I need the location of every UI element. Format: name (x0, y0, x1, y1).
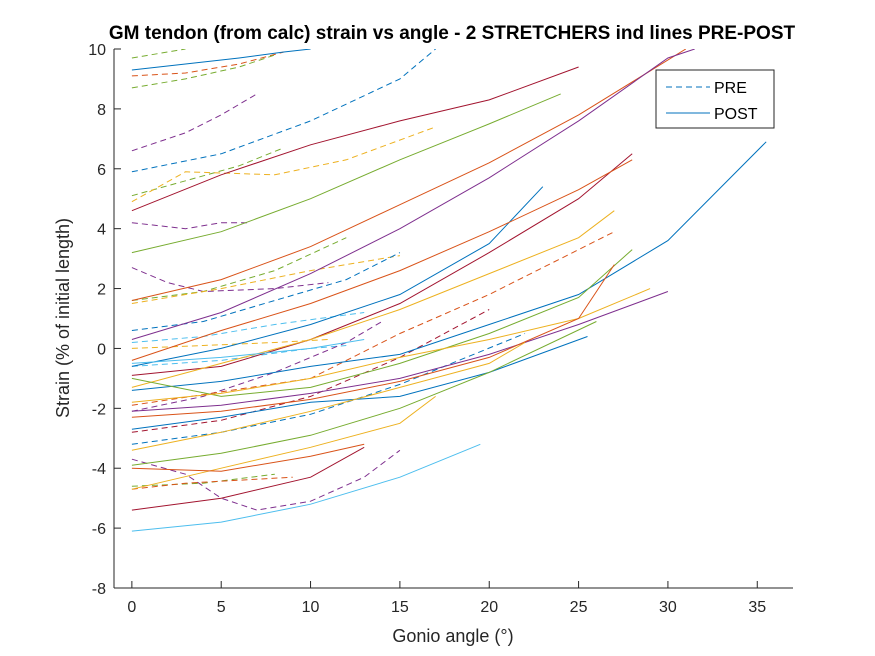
pre-line-1 (131, 51, 284, 77)
x-axis-label: Gonio angle (°) (392, 626, 513, 646)
pre-line-13 (131, 339, 329, 349)
y-tick-label: 0 (97, 341, 106, 358)
pre-line-6 (131, 126, 436, 203)
post-line-32 (131, 141, 767, 391)
pre-line-5 (131, 147, 284, 197)
pre-line-9 (131, 237, 347, 301)
axes: 0 5 10 15 20 25 30 35 -8 -6 -4 -2 0 2 4 6 8 10 (88, 42, 793, 616)
y-tick-label: 6 (97, 162, 106, 179)
post-line-33 (131, 249, 633, 397)
plot-area (114, 49, 793, 588)
post-line-39 (131, 321, 597, 466)
y-tick-label: -6 (92, 521, 106, 538)
y-tick-label: 10 (88, 42, 106, 59)
pre-line-7 (131, 222, 248, 230)
legend-label-pre: PRE (714, 80, 747, 97)
post-line-42 (131, 446, 365, 511)
legend-box (655, 69, 775, 129)
x-tick-label: 10 (302, 599, 320, 616)
post-line-35 (131, 291, 669, 412)
post-line-22 (131, 49, 311, 71)
pre-line-16 (131, 231, 615, 406)
post-line-28 (131, 153, 633, 376)
x-tick-label: 0 (127, 599, 136, 616)
y-axis-label: Strain (% of initial length) (53, 218, 73, 418)
post-line-24 (131, 93, 561, 254)
chart-title: GM tendon (from calc) strain vs angle - … (109, 23, 796, 44)
legend: PRE POST (655, 69, 775, 129)
pre-line-10 (131, 255, 400, 304)
x-tick-label: 25 (570, 599, 588, 616)
pre-line-20 (131, 473, 275, 487)
x-tick-label: 30 (659, 599, 677, 616)
y-tick-label: 8 (97, 102, 106, 119)
x-tick-label: 5 (217, 599, 226, 616)
post-line-23 (131, 66, 579, 212)
post-line-29 (131, 159, 633, 361)
pre-line-11 (131, 252, 401, 331)
y-tick-label: 2 (97, 282, 106, 299)
pre-line-14 (131, 345, 347, 367)
data-lines (131, 49, 767, 532)
y-tick-label: 4 (97, 222, 106, 239)
pre-line-4 (131, 49, 436, 173)
post-line-25 (131, 49, 687, 301)
pre-line-21 (131, 476, 293, 490)
y-tick-label: -8 (92, 581, 106, 598)
x-tick-label: 20 (480, 599, 498, 616)
pre-line-0 (131, 49, 186, 59)
post-line-27 (131, 186, 544, 367)
x-tick-label: 35 (748, 599, 766, 616)
pre-line-2 (131, 54, 275, 89)
legend-label-post: POST (714, 106, 758, 123)
post-line-41 (131, 443, 365, 472)
post-line-40 (131, 396, 436, 490)
post-line-31 (131, 339, 365, 364)
post-line-38 (131, 342, 526, 451)
y-tick-label: -2 (92, 401, 106, 418)
x-tick-label: 15 (391, 599, 409, 616)
pre-line-17 (131, 309, 490, 433)
y-tick-label: -4 (92, 461, 106, 478)
post-line-43 (131, 443, 481, 532)
post-line-30 (131, 210, 615, 388)
post-line-36 (131, 264, 615, 418)
pre-line-19 (131, 449, 401, 511)
post-line-26 (131, 49, 695, 340)
pre-line-12 (131, 312, 365, 343)
